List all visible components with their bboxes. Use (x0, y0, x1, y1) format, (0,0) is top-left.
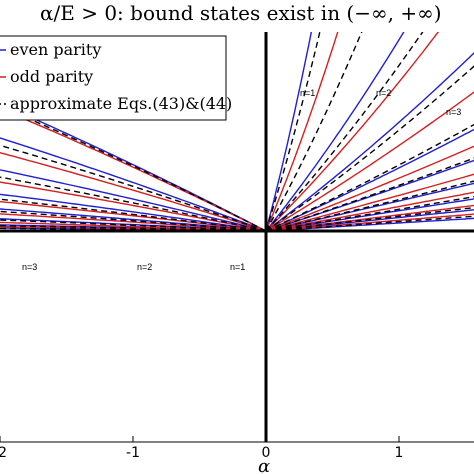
curve-odd-neg-4 (0, 200, 267, 232)
curve-even-pos-4 (265, 128, 474, 232)
curve-approx-neg-5 (0, 210, 267, 232)
curve-approx-neg-1 (0, 105, 267, 232)
curve-even-pos-6 (265, 182, 474, 232)
curve-even-pos-2 (265, 32, 405, 232)
chart-title: α/E > 0: bound states exist in (−∞, +∞) (40, 1, 442, 25)
curve-odd-pos-2 (265, 32, 440, 232)
curve-approx-neg-8 (0, 227, 267, 232)
curve-approx-pos-10 (265, 215, 474, 232)
curve-odd-neg-5 (0, 213, 267, 232)
curve-odd-pos-6 (265, 191, 474, 232)
curve-even-neg-5 (0, 208, 267, 232)
annotations-group: n=1 n=2 n=3 n=1 n=2 n=3 (22, 88, 461, 272)
curve-odd-neg-2 (0, 151, 267, 232)
curve-even-neg-3 (0, 169, 267, 232)
curve-odd-pos-4 (265, 145, 474, 232)
legend-label-odd: odd parity (10, 67, 93, 86)
curve-approx-neg-6 (0, 219, 267, 232)
curve-approx-neg-7 (0, 224, 267, 232)
legend-box (0, 35, 227, 121)
annotation-label: n=1 (230, 262, 245, 272)
curve-odd-pos-3 (265, 91, 474, 232)
curve-odd-pos-5 (265, 173, 474, 232)
curve-even-neg-4 (0, 193, 267, 232)
curve-approx-neg-4 (0, 198, 267, 232)
annotation-label: n=2 (137, 262, 152, 272)
curve-approx-pos-6 (265, 157, 474, 232)
x-ticks-group: -4-3-2-10123 (0, 436, 404, 461)
curve-approx-pos-3 (265, 32, 424, 232)
x-tick-label: 1 (395, 445, 404, 461)
x-tick-label: -1 (126, 445, 140, 461)
curves-group (0, 32, 474, 232)
legend-label-even: even parity (10, 40, 101, 59)
curve-even-pos-1 (265, 32, 313, 232)
annotation-label: n=3 (446, 107, 461, 117)
curve-even-pos-3 (265, 52, 474, 232)
curve-approx-pos-7 (265, 180, 474, 232)
curve-even-neg-2 (0, 137, 267, 232)
annotation-label: n=1 (300, 88, 315, 98)
curve-approx-pos-8 (265, 196, 474, 232)
curve-odd-pos-1 (265, 32, 339, 232)
curve-even-pos-5 (265, 159, 474, 232)
curve-approx-neg-2 (0, 144, 267, 232)
x-axis-label: α (258, 456, 270, 474)
x-tick-label: 0 (262, 445, 271, 461)
curve-approx-neg-3 (0, 176, 267, 232)
legend: even parity odd parity approximate Eqs.(… (0, 35, 232, 121)
annotation-label: n=3 (22, 262, 37, 272)
curve-approx-pos-4 (265, 65, 474, 232)
curve-odd-neg-3 (0, 181, 267, 232)
curve-approx-pos-9 (265, 206, 474, 232)
annotation-label: n=2 (376, 88, 391, 98)
x-tick-label: -2 (0, 445, 7, 461)
legend-label-approx: approximate Eqs.(43)&(44) (10, 94, 232, 113)
curve-approx-pos-1 (265, 32, 321, 232)
curve-odd-neg-6 (0, 221, 267, 232)
